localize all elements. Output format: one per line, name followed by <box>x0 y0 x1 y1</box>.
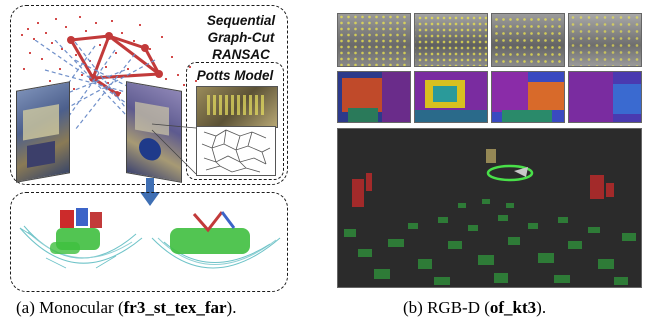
camera-frame-left <box>16 81 70 183</box>
voronoi-graph <box>196 126 276 176</box>
caption-a-prefix: (a) Monocular ( <box>16 298 124 317</box>
reconstruction-left <box>19 208 143 269</box>
dense-map-view <box>337 128 642 288</box>
rgbd-frame-3 <box>491 13 565 67</box>
caption-b-suffix: ). <box>536 298 547 317</box>
method-label-line3: RANSAC <box>212 47 270 62</box>
potts-zoom-lines <box>151 123 197 175</box>
segmentation-frame-4 <box>568 71 642 123</box>
rgbd-frame-4 <box>568 13 642 67</box>
rgbd-frame-1 <box>337 13 411 67</box>
segmentation-frame-2 <box>414 71 488 123</box>
potts-model-box <box>186 62 284 180</box>
rgbd-frame-2 <box>414 13 488 67</box>
potts-model-title: Potts Model <box>196 68 274 83</box>
segmentation-frame-1 <box>337 71 411 123</box>
bottom-dashed-box <box>10 192 288 292</box>
caption-b: (b) RGB-D (of_kt3). <box>403 298 546 318</box>
segmentation-frame-3 <box>491 71 565 123</box>
caption-a: (a) Monocular (fr3_st_tex_far). <box>16 298 236 318</box>
caption-a-suffix: ). <box>226 298 237 317</box>
method-label: Sequential Graph-Cut RANSAC <box>196 12 286 63</box>
caption-a-sequence: fr3_st_tex_far <box>123 298 227 317</box>
method-label-line2: Graph-Cut <box>207 30 275 45</box>
dense-map-render <box>344 149 636 285</box>
caption-b-sequence: of_kt3 <box>489 298 537 317</box>
method-label-line1: Sequential <box>206 13 276 28</box>
down-arrow-icon <box>140 178 160 206</box>
reconstruction-right <box>151 211 281 269</box>
caption-b-prefix: (b) RGB-D ( <box>403 298 490 317</box>
potts-image <box>196 86 278 128</box>
